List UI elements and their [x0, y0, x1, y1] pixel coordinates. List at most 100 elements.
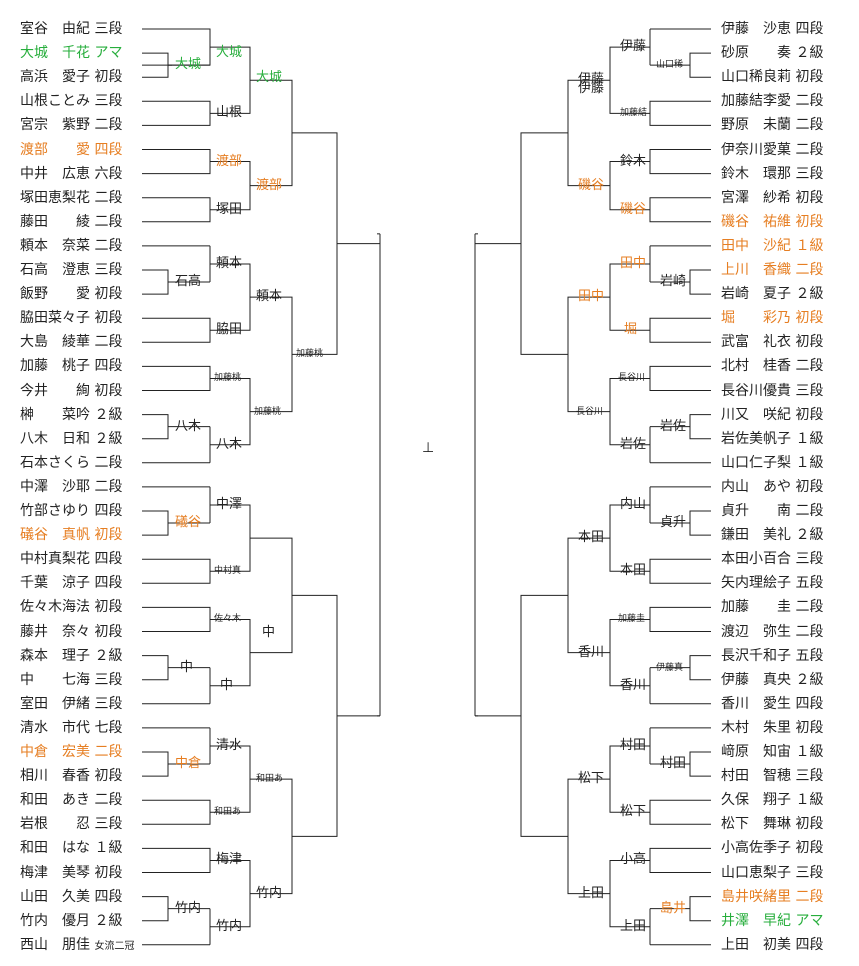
left-player-name: 相川 春香 初段 — [20, 766, 122, 786]
right-winner-label: 山口稀 — [656, 60, 684, 71]
right-player-name: 長沢千和子 五段 — [721, 646, 823, 666]
right-player-name: 鎌田 美礼 ２級 — [721, 525, 823, 545]
bracket-connector — [142, 751, 169, 777]
bracket-connector — [609, 745, 650, 813]
right-winner-label: 伊藤真 — [656, 662, 684, 673]
left-player-name: 岩根 忍 三段 — [20, 814, 122, 834]
player-label: 梅津 美琴 初段 — [20, 864, 123, 881]
bracket-connector — [567, 778, 610, 895]
player-label: 中澤 沙耶 二段 — [20, 478, 123, 495]
right-player-name: 川又 咲紀 初段 — [721, 405, 823, 425]
left-player-name: 石高 澄恵 三段 — [20, 260, 122, 280]
left-player-name: 塚田恵梨花 二段 — [20, 188, 122, 208]
left-winner-label: 大城 — [175, 57, 202, 73]
left-winner-label: 頼本 — [256, 289, 283, 305]
player-label: 大城 千花 アマ — [20, 45, 123, 62]
right-winner-label: 島井 — [660, 900, 687, 916]
right-player-name: 木村 朱里 初段 — [721, 718, 823, 738]
player-label: 山口恵梨子 三段 — [721, 864, 824, 881]
player-label: 榊 菜吟 ２級 — [20, 406, 123, 423]
right-winner-label: 岩崎 — [660, 274, 687, 290]
player-label: 岩根 忍 三段 — [20, 816, 123, 833]
right-winner-label: 上田 — [620, 918, 647, 934]
right-winner-label: 加藤結 — [620, 108, 648, 119]
right-player-name: 貞升 南 二段 — [721, 501, 823, 521]
left-winner-label: 脇田 — [216, 322, 243, 338]
bracket-connector — [210, 859, 251, 928]
player-label: 清水 市代 七段 — [20, 719, 123, 736]
player-label: 香川 愛生 四段 — [721, 695, 824, 712]
player-label: 西山 朋佳 — [20, 936, 95, 953]
bracket-connector — [649, 197, 711, 223]
right-winner-label: 伊藤 — [578, 72, 605, 88]
player-label: 中井 広恵 六段 — [20, 165, 123, 182]
right-winner-label: 田中 — [620, 255, 647, 271]
player-label: 頼本 奈菜 二段 — [20, 237, 123, 254]
player-label: 島井咲緒里 二段 — [721, 888, 824, 905]
player-label: 竹内 優月 ２級 — [20, 912, 123, 929]
right-player-name: 島井咲緒里 二段 — [721, 887, 823, 907]
right-winner-label: 鈴木 — [620, 153, 647, 169]
left-player-name: 中 七海 三段 — [20, 670, 122, 690]
player-label: 山口仁子梨 １級 — [721, 454, 824, 471]
player-label: 井澤 早紀 アマ — [721, 912, 824, 929]
left-winner-label: 礒谷 — [175, 515, 202, 531]
right-player-name: 野原 未蘭 二段 — [721, 115, 823, 135]
player-label: 貞升 南 二段 — [721, 503, 824, 519]
bracket-connector — [649, 847, 711, 873]
left-player-name: 和田 はな １級 — [20, 838, 122, 858]
left-winner-label: 中 — [220, 677, 234, 693]
bracket-connector — [520, 594, 568, 837]
bracket-connector — [649, 100, 711, 126]
left-winner-label: 中 — [262, 624, 276, 640]
bracket-connector — [142, 197, 211, 223]
bracket-connector — [689, 655, 711, 681]
player-label: 大島 綾華 二段 — [20, 334, 123, 351]
right-winner-label: 田中 — [578, 289, 605, 305]
player-label: 内山 あや 初段 — [721, 478, 824, 495]
bracket-connector — [689, 896, 711, 922]
left-player-name: 梅津 美琴 初段 — [20, 863, 122, 883]
right-player-name: 宮澤 紗希 初段 — [721, 188, 823, 208]
player-label: 和田 あき 二段 — [20, 792, 123, 809]
bracket-connector — [210, 377, 251, 446]
player-label: 本田小百合 三段 — [721, 551, 824, 568]
bracket-connector — [689, 751, 711, 777]
player-label: 中村真梨花 四段 — [20, 551, 123, 568]
right-player-name: 山口仁子梨 １級 — [721, 453, 823, 473]
right-winner-label: 内山 — [620, 496, 647, 512]
bracket-connector — [142, 799, 211, 825]
left-winner-label: 和田あ — [256, 774, 284, 785]
right-winner-label: 香川 — [620, 677, 647, 693]
bracket-connector — [609, 377, 650, 446]
bracket-connector — [649, 365, 711, 391]
player-label: 松下 舞琳 初段 — [721, 816, 824, 833]
player-label: 脇田菜々子 初段 — [20, 310, 123, 327]
right-winner-label: 本田 — [578, 530, 605, 546]
bracket-connector — [609, 618, 650, 687]
bracket-connector — [142, 558, 211, 584]
bracket-connector — [609, 46, 650, 114]
player-label: 上川 香織 二段 — [721, 262, 824, 278]
right-winner-label: 村田 — [660, 756, 687, 772]
player-label: 礒谷 真帆 初段 — [20, 527, 123, 544]
right-winner-label: 小高 — [620, 852, 647, 868]
right-player-name: 田中 沙紀 １級 — [721, 236, 823, 256]
right-winner-label: 村田 — [620, 737, 647, 753]
player-label: 武富 礼衣 初段 — [721, 334, 824, 351]
bracket-connector — [142, 847, 211, 873]
right-player-name: 長谷川優貴 三段 — [721, 381, 823, 401]
right-player-name: 村田 智穂 三段 — [721, 766, 823, 786]
player-label: 宮澤 紗希 初段 — [721, 189, 824, 206]
left-player-name: 清水 市代 七段 — [20, 718, 122, 738]
player-label: 室谷 由紀 三段 — [20, 21, 123, 37]
left-player-name: 竹部さゆり 四段 — [20, 501, 122, 521]
player-label: 渡辺 弥生 二段 — [721, 623, 824, 640]
right-winner-label: 伊藤 — [620, 39, 647, 55]
right-player-name: 磯谷 祐維 初段 — [721, 212, 823, 232]
player-label: 川又 咲紀 初段 — [721, 406, 824, 423]
left-player-name: 室谷 由紀 三段 — [20, 19, 122, 39]
left-winner-label: 佐々木 — [214, 614, 242, 625]
player-label: 飯野 愛 初段 — [20, 286, 123, 303]
player-label: 山根ことみ 三段 — [20, 93, 123, 110]
